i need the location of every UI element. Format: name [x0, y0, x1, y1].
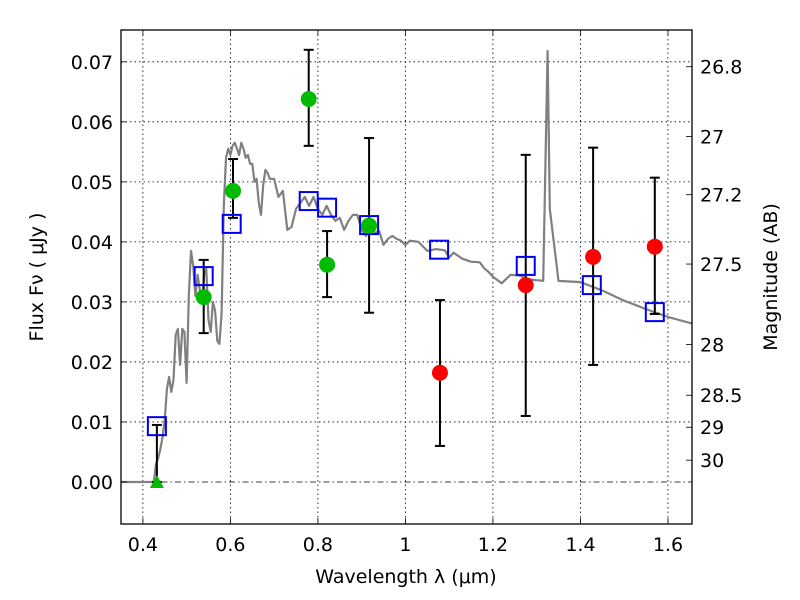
upper-limit-triangle [149, 474, 164, 488]
model-photometry-square [193, 266, 214, 287]
model-photometry-square [317, 197, 338, 218]
model-photometry-square [359, 215, 380, 236]
nir-measurements-point [646, 238, 663, 255]
y-tick-label: 0.06 [71, 112, 113, 134]
x-axis-label: Wavelength λ (μm) [315, 566, 496, 588]
y-tick-label: 0.03 [71, 292, 113, 314]
model-spectrum-line [121, 49, 693, 484]
y-tick-label: 0.01 [71, 412, 113, 434]
y-axis-label: Flux Fν ( μJy ) [26, 213, 48, 342]
detections-point [195, 289, 212, 306]
x-tick-label: 1.4 [565, 534, 595, 556]
y-tick-label: 0.00 [71, 472, 113, 494]
y2-tick-label: 27 [700, 127, 724, 149]
y2-tick-label: 28.5 [700, 385, 742, 407]
model-photometry-square [644, 302, 665, 323]
y-tick-label: 0.07 [71, 52, 113, 74]
x-axis: 0.4 0.6 0.8 1 1.2 1.4 1.6 [128, 30, 683, 556]
markers-layer [146, 91, 665, 488]
nir-measurements-point [585, 248, 602, 265]
model-photometry-square [515, 255, 536, 276]
detections-point [225, 182, 242, 199]
plot-frame [120, 29, 693, 525]
x-tick-label: 1.6 [653, 534, 683, 556]
x-tick-label: 0.6 [215, 534, 245, 556]
spectrum-layer [121, 49, 693, 484]
x-tick-label: 0.4 [128, 534, 158, 556]
x-tick-label: 0.8 [303, 534, 333, 556]
y2-tick-label: 30 [700, 450, 724, 472]
model-photometry-square [221, 213, 242, 234]
y2-tick-label: 26.8 [700, 57, 742, 79]
detections-point [319, 256, 336, 273]
y2-tick-label: 27.2 [700, 185, 742, 207]
x-tick-label: 1.2 [478, 534, 508, 556]
detections-point [300, 91, 317, 108]
detections-point [361, 217, 378, 234]
y-axis: 0.00 0.01 0.02 0.03 0.04 0.05 0.06 0.07 [71, 52, 127, 494]
model-photometry-square [146, 416, 167, 437]
y2-tick-label: 28 [700, 334, 724, 356]
y2-axis: 26.8 27 27.2 27.5 28 28.5 29 30 [686, 57, 742, 472]
nir-measurements-point [431, 364, 448, 381]
y-tick-label: 0.05 [71, 172, 113, 194]
y2-axis-label: Magnitude (AB) [760, 203, 782, 351]
y2-tick-label: 27.5 [700, 254, 742, 276]
nir-measurements-point [517, 277, 534, 294]
y2-tick-label: 29 [700, 417, 724, 439]
model-photometry-square [581, 275, 602, 296]
model-photometry-square [429, 239, 450, 260]
y-tick-label: 0.04 [71, 232, 113, 254]
x-tick-label: 1 [399, 534, 411, 556]
y-tick-label: 0.02 [71, 352, 113, 374]
grid [121, 30, 692, 524]
